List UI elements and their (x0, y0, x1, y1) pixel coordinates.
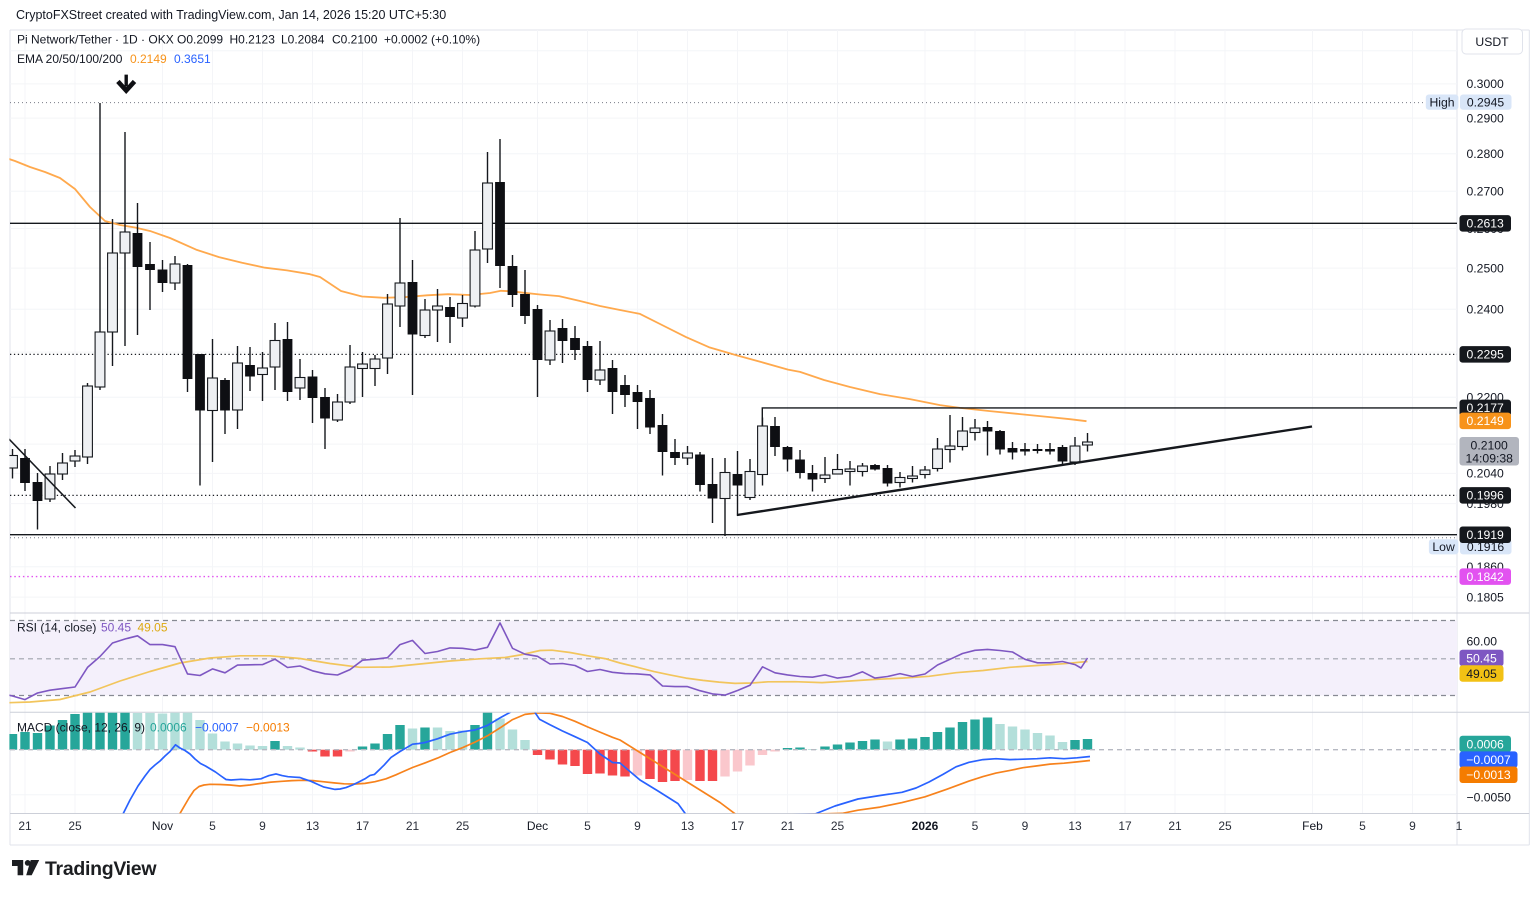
svg-text:0.2177: 0.2177 (1467, 401, 1504, 415)
svg-text:Dec: Dec (527, 819, 548, 833)
svg-text:TradingView: TradingView (45, 858, 157, 880)
svg-text:5: 5 (1359, 819, 1366, 833)
svg-text:Low: Low (1432, 540, 1455, 554)
svg-text:0.2500: 0.2500 (1467, 261, 1504, 275)
svg-text:60.00: 60.00 (1467, 635, 1498, 649)
svg-text:21: 21 (406, 819, 420, 833)
svg-text:0.3651: 0.3651 (174, 52, 211, 66)
svg-text:1: 1 (1456, 819, 1463, 833)
svg-text:50.45: 50.45 (101, 621, 131, 635)
svg-text:0.2900: 0.2900 (1467, 111, 1504, 125)
svg-text:21: 21 (18, 819, 32, 833)
svg-text:O0.2099: O0.2099 (177, 33, 223, 47)
svg-text:13: 13 (1068, 819, 1082, 833)
svg-text:C0.2100: C0.2100 (332, 33, 378, 47)
svg-text:25: 25 (831, 819, 845, 833)
svg-text:0.1996: 0.1996 (1467, 489, 1504, 503)
svg-text:Pi Network/Tether · 1D · OKX: Pi Network/Tether · 1D · OKX (17, 33, 174, 47)
svg-text:49.05: 49.05 (1466, 667, 1497, 681)
svg-text:0.2700: 0.2700 (1467, 185, 1504, 199)
svg-text:−0.0013: −0.0013 (246, 721, 290, 735)
svg-text:MACD (close, 12, 26, 9): MACD (close, 12, 26, 9) (17, 721, 145, 735)
svg-text:17: 17 (356, 819, 370, 833)
svg-text:49.05: 49.05 (138, 621, 168, 635)
svg-text:17: 17 (731, 819, 745, 833)
svg-text:17: 17 (1118, 819, 1132, 833)
svg-text:−0.0050: −0.0050 (1467, 790, 1512, 804)
svg-text:Feb: Feb (1302, 819, 1323, 833)
svg-text:9: 9 (1022, 819, 1029, 833)
svg-text:0.2149: 0.2149 (1467, 414, 1504, 428)
svg-text:0.2040: 0.2040 (1467, 467, 1504, 481)
svg-text:13: 13 (681, 819, 695, 833)
svg-text:5: 5 (584, 819, 591, 833)
svg-text:25: 25 (1218, 819, 1232, 833)
svg-text:0.2945: 0.2945 (1467, 95, 1504, 109)
svg-text:High: High (1429, 95, 1454, 109)
svg-text:9: 9 (1409, 819, 1416, 833)
svg-text:21: 21 (1168, 819, 1182, 833)
svg-text:0.2295: 0.2295 (1467, 348, 1504, 362)
svg-text:9: 9 (634, 819, 641, 833)
svg-text:25: 25 (68, 819, 82, 833)
svg-text:−0.0013: −0.0013 (1466, 768, 1511, 782)
svg-text:0.1842: 0.1842 (1467, 570, 1504, 584)
svg-text:USDT: USDT (1475, 35, 1509, 49)
svg-text:0.3000: 0.3000 (1467, 77, 1504, 91)
svg-text:50.45: 50.45 (1466, 651, 1497, 665)
svg-text:L0.2084: L0.2084 (281, 33, 325, 47)
svg-text:13: 13 (306, 819, 320, 833)
svg-text:+0.0002 (+0.10%): +0.0002 (+0.10%) (384, 33, 480, 47)
svg-text:0.0006: 0.0006 (150, 721, 187, 735)
svg-text:2026: 2026 (912, 819, 939, 833)
svg-text:RSI (14, close): RSI (14, close) (17, 621, 96, 635)
svg-text:5: 5 (972, 819, 979, 833)
svg-text:0.2100: 0.2100 (1471, 439, 1508, 453)
svg-text:0.1805: 0.1805 (1467, 590, 1504, 604)
svg-text:Nov: Nov (152, 819, 173, 833)
svg-text:H0.2123: H0.2123 (230, 33, 276, 47)
svg-text:21: 21 (781, 819, 795, 833)
svg-text:0.1916: 0.1916 (1467, 540, 1504, 554)
svg-text:−0.0007: −0.0007 (1466, 753, 1511, 767)
svg-text:0.2800: 0.2800 (1467, 147, 1504, 161)
svg-text:−0.0007: −0.0007 (195, 721, 239, 735)
svg-text:CryptoFXStreet created with Tr: CryptoFXStreet created with TradingView.… (16, 8, 446, 22)
svg-text:0.1919: 0.1919 (1467, 528, 1504, 542)
svg-text:14:09:38: 14:09:38 (1465, 452, 1513, 466)
svg-text:0.0006: 0.0006 (1467, 737, 1504, 751)
svg-text:25: 25 (456, 819, 470, 833)
svg-text:9: 9 (259, 819, 266, 833)
svg-text:EMA 20/50/100/200: EMA 20/50/100/200 (17, 52, 123, 66)
svg-text:0.2613: 0.2613 (1467, 217, 1504, 231)
svg-text:5: 5 (209, 819, 216, 833)
svg-text:0.2400: 0.2400 (1467, 303, 1504, 317)
svg-text:0.2149: 0.2149 (130, 52, 167, 66)
